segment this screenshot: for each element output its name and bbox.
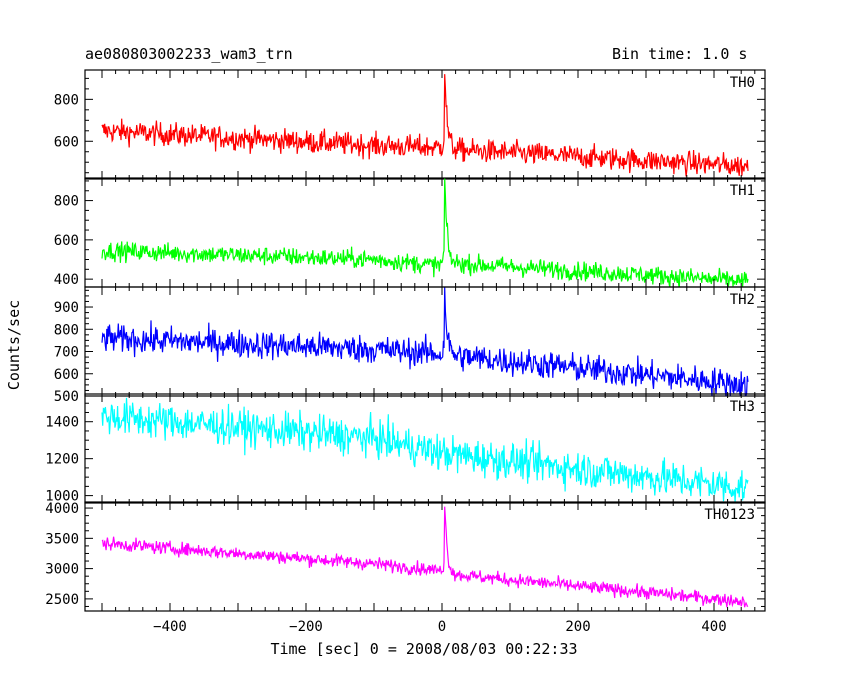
- y-tick-label: 800: [54, 322, 79, 338]
- bin-time-label: Bin time: 1.0 s: [612, 45, 748, 63]
- y-tick-label: 3500: [45, 531, 79, 547]
- y-tick-label: 800: [54, 92, 79, 108]
- panel-frame: [84, 69, 766, 180]
- panel-label-th2: TH2: [730, 292, 755, 308]
- panel-th2: 500 600 700 800 900 TH2: [54, 286, 766, 405]
- y-tick-label: 800: [54, 194, 79, 210]
- y-tick-label: 1400: [45, 415, 79, 431]
- panel-th0: 600 800 TH0: [54, 69, 766, 180]
- y-tick-label: 4000: [45, 501, 79, 517]
- y-tick-label: 600: [54, 134, 79, 150]
- panel-label-th1: TH1: [730, 183, 755, 199]
- y-tick-label: 400: [54, 272, 79, 288]
- x-tick-label: −400: [153, 619, 187, 635]
- panel-frame: [84, 393, 766, 504]
- x-tick-label: 200: [565, 619, 590, 635]
- y-tick-label: 500: [54, 389, 79, 405]
- series-th0123: [101, 506, 749, 608]
- panel-label-th3: TH3: [730, 399, 755, 415]
- y-tick-label: 3000: [45, 562, 79, 578]
- y-tick-label: 900: [54, 300, 79, 316]
- y-tick-label: 600: [54, 233, 79, 249]
- panel-frame: [84, 286, 766, 397]
- light-curve-title: ae080803002233_wam3_trn: [85, 45, 293, 63]
- x-tick-label: −200: [289, 619, 323, 635]
- panel-label-th0123: TH0123: [704, 507, 755, 523]
- y-tick-label: 2500: [45, 592, 79, 608]
- y-tick-label: 1200: [45, 452, 79, 468]
- panels-group: 600 800 TH0 400 600 800 TH1 500 600 700 800 900 TH2 1…: [45, 69, 766, 635]
- series-th2: [101, 287, 749, 396]
- y-axis-label: Counts/sec: [5, 300, 23, 390]
- series-th3: [101, 397, 749, 503]
- series-th0: [101, 74, 749, 177]
- y-tick-label: 700: [54, 345, 79, 361]
- x-axis-label: Time [sec] 0 = 2008/08/03 00:22:33: [270, 640, 577, 658]
- panel-frame: [84, 177, 766, 288]
- x-tick-label: 0: [438, 619, 446, 635]
- panel-th0123: 2500 3000 3500 4000 TH0123: [45, 501, 766, 612]
- panel-frame: [84, 501, 766, 612]
- y-tick-label: 1000: [45, 489, 79, 505]
- x-tick-label: 400: [701, 619, 726, 635]
- panel-label-th0: TH0: [730, 75, 755, 91]
- panel-th3: 1000 1200 1400 TH3: [45, 393, 766, 505]
- y-tick-label: 600: [54, 367, 79, 383]
- panel-th1: 400 600 800 TH1: [54, 177, 766, 288]
- series-th1: [101, 178, 749, 287]
